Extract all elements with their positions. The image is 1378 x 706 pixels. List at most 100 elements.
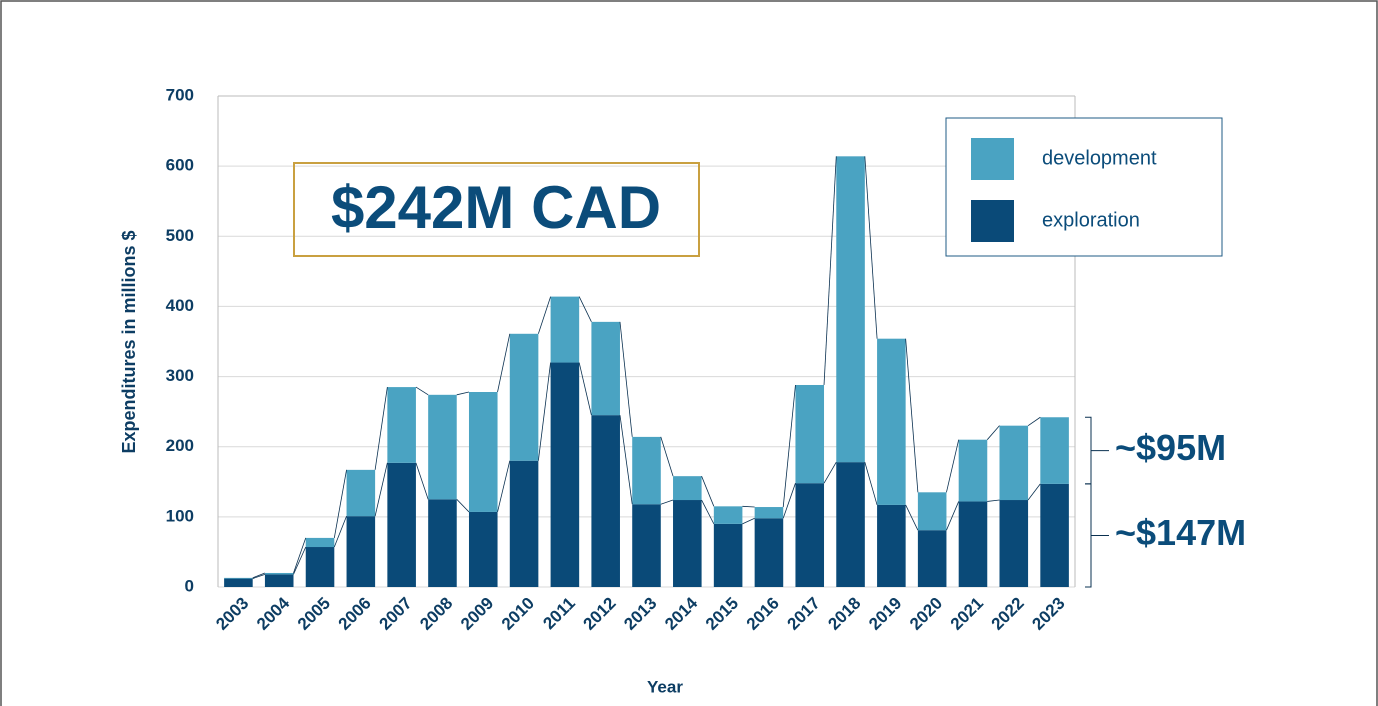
connector <box>252 573 266 579</box>
bar <box>917 492 947 531</box>
connector <box>701 476 715 507</box>
bar <box>550 362 580 587</box>
connector <box>333 516 347 548</box>
x-tick-label: 2005 <box>294 594 334 634</box>
connector <box>1027 483 1041 501</box>
y-tick-label: 300 <box>166 366 194 385</box>
x-tick-label: 2023 <box>1028 594 1068 634</box>
connector <box>578 296 592 323</box>
bar <box>509 460 539 587</box>
y-tick-label: 100 <box>166 506 194 525</box>
connector <box>456 391 470 396</box>
connector <box>578 362 592 416</box>
x-tick-label: 2004 <box>253 593 294 634</box>
connector <box>619 415 633 505</box>
bar <box>917 530 947 587</box>
x-tick-label: 2021 <box>947 594 987 634</box>
x-tick-label: 2019 <box>865 594 905 634</box>
connector <box>333 469 347 538</box>
bar <box>754 507 784 519</box>
connector <box>456 499 470 513</box>
x-tick-label: 2020 <box>906 594 946 634</box>
connector <box>293 537 307 574</box>
bar <box>224 578 253 587</box>
connector <box>497 333 511 393</box>
connector <box>905 338 919 493</box>
bar <box>877 338 906 505</box>
bar <box>224 577 253 579</box>
connector <box>374 462 388 517</box>
connector <box>782 483 796 519</box>
connector <box>537 296 551 334</box>
connector <box>864 156 878 339</box>
connector <box>374 387 388 470</box>
legend-swatch <box>971 200 1014 242</box>
connector <box>864 462 878 506</box>
bar <box>264 572 294 575</box>
x-tick-label: 2012 <box>580 594 620 634</box>
bar <box>468 392 498 512</box>
y-tick-label: 700 <box>166 85 194 104</box>
bar <box>387 387 416 463</box>
connector <box>946 439 960 493</box>
bar <box>428 394 457 500</box>
y-tick-label: 200 <box>166 436 194 455</box>
x-tick-label: 2017 <box>784 594 824 634</box>
y-axis-title: Expenditures in millions $ <box>119 230 139 453</box>
y-tick-label: 500 <box>166 226 194 245</box>
connector <box>497 460 511 513</box>
bar <box>836 462 865 587</box>
bar <box>673 476 702 501</box>
bars <box>224 156 1069 587</box>
bar <box>591 415 620 587</box>
annotation: ~$147M <box>1115 512 1246 553</box>
connector <box>986 425 1000 440</box>
legend-label: exploration <box>1042 209 1140 231</box>
connector <box>701 499 715 525</box>
connector <box>742 517 755 525</box>
bar <box>958 439 988 502</box>
x-tick-label: 2003 <box>212 594 252 634</box>
connector <box>742 505 755 508</box>
annotation: $242M CAD <box>331 174 661 241</box>
bar <box>713 523 743 587</box>
x-tick-label: 2015 <box>702 594 742 634</box>
connector <box>823 461 837 484</box>
bar <box>591 321 620 416</box>
x-tick-label: 2010 <box>498 594 538 634</box>
connector <box>905 504 919 531</box>
connector <box>946 501 960 531</box>
bar <box>305 537 335 548</box>
bar <box>958 501 988 587</box>
x-tick-label: 2006 <box>335 594 375 634</box>
x-tick-label: 2022 <box>988 594 1028 634</box>
bar <box>999 500 1029 587</box>
bar <box>264 574 294 587</box>
bar <box>632 436 661 505</box>
x-tick-label: 2018 <box>824 594 864 634</box>
bar <box>305 547 335 587</box>
bar <box>428 499 457 587</box>
bar <box>550 296 580 363</box>
x-tick-label: 2009 <box>457 594 497 634</box>
bar <box>346 516 376 587</box>
x-tick-label: 2007 <box>375 594 415 634</box>
connector <box>660 436 674 477</box>
connector <box>1027 416 1041 427</box>
bar <box>387 462 416 587</box>
connector <box>987 499 1000 502</box>
x-tick-label: 2013 <box>620 594 660 634</box>
connector <box>252 572 266 579</box>
legend-label: development <box>1042 147 1157 169</box>
connector <box>823 156 837 386</box>
bar <box>509 333 539 461</box>
y-tick-label: 400 <box>166 296 194 315</box>
connector <box>782 384 796 508</box>
x-tick-label: 2011 <box>539 594 579 634</box>
x-tick-label: 2014 <box>661 593 702 634</box>
bar <box>1040 417 1069 484</box>
y-tick-label: 0 <box>185 576 194 595</box>
bar <box>346 469 376 517</box>
